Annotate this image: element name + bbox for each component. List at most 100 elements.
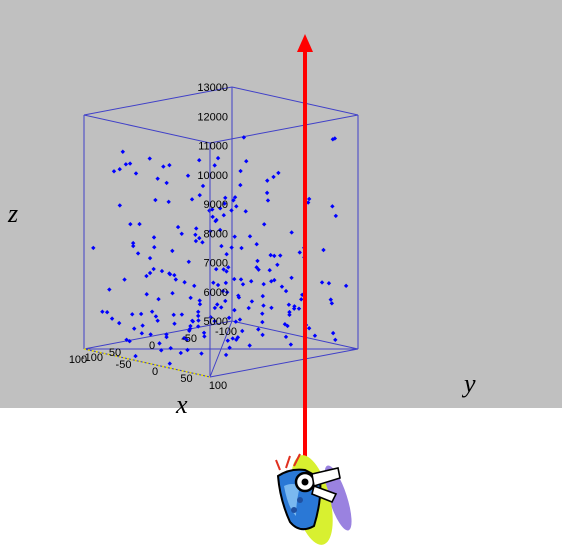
- data-point: [197, 235, 202, 241]
- data-point: [221, 213, 226, 218]
- box-edge: [83, 320, 233, 350]
- data-point: [278, 253, 283, 258]
- data-point: [153, 197, 158, 203]
- data-point: [217, 227, 223, 233]
- data-point: [117, 203, 123, 208]
- data-point: [226, 265, 231, 270]
- data-point: [155, 318, 160, 323]
- data-point: [330, 330, 336, 336]
- data-point: [122, 277, 127, 282]
- data-point: [217, 206, 223, 211]
- data-point: [230, 336, 235, 341]
- data-point: [181, 335, 187, 341]
- plot-background: [0, 0, 562, 408]
- data-point: [138, 311, 144, 317]
- data-point: [244, 159, 249, 164]
- data-point: [269, 305, 274, 310]
- y-tick-label: 50: [180, 373, 192, 385]
- data-point: [289, 275, 294, 280]
- data-point: [265, 178, 270, 183]
- data-point: [196, 324, 201, 329]
- data-point: [272, 277, 277, 283]
- data-point: [260, 332, 265, 338]
- data-point: [164, 180, 169, 186]
- data-point: [232, 276, 237, 282]
- data-point: [200, 183, 206, 189]
- box-edge: [83, 114, 211, 144]
- data-point: [234, 337, 239, 342]
- data-point: [306, 326, 312, 331]
- data-point: [153, 314, 159, 319]
- data-point: [170, 291, 175, 296]
- data-point: [254, 265, 259, 270]
- data-point: [179, 231, 184, 237]
- data-point: [291, 306, 297, 311]
- data-point: [196, 309, 201, 315]
- data-point: [305, 200, 311, 205]
- data-point: [249, 299, 255, 304]
- data-point: [286, 302, 292, 307]
- data-point: [247, 234, 253, 239]
- y-tick-label: -50: [116, 359, 132, 371]
- data-point: [275, 262, 280, 268]
- y-tick-label: -100: [81, 352, 103, 364]
- data-point: [159, 268, 165, 274]
- x-tick-label: -50: [181, 333, 197, 345]
- data-point: [185, 173, 191, 178]
- data-point: [223, 195, 228, 201]
- data-point: [224, 290, 230, 295]
- data-point: [260, 311, 265, 316]
- data-point: [220, 288, 226, 294]
- data-point: [200, 240, 205, 245]
- box-edge: [209, 348, 359, 378]
- data-point: [172, 321, 177, 326]
- data-point: [306, 196, 312, 202]
- data-point: [202, 334, 207, 339]
- x-tick-label: 100: [69, 354, 87, 366]
- red-arrow: [297, 34, 313, 478]
- data-point: [235, 335, 241, 340]
- data-point: [343, 283, 349, 289]
- data-point: [164, 334, 169, 340]
- data-point: [232, 234, 237, 239]
- data-point: [326, 281, 332, 286]
- data-point: [215, 302, 220, 307]
- data-point: [148, 332, 153, 337]
- data-point: [226, 315, 232, 320]
- data-point: [267, 267, 272, 273]
- data-point: [167, 361, 172, 366]
- data-point: [229, 208, 234, 213]
- data-point: [144, 273, 149, 279]
- data-point: [268, 252, 273, 258]
- data-point: [219, 305, 224, 310]
- data-point: [161, 164, 166, 169]
- data-point: [238, 168, 243, 174]
- data-point: [234, 204, 239, 209]
- data-point: [283, 334, 289, 340]
- data-point: [222, 201, 227, 206]
- data-point: [233, 319, 238, 324]
- data-point: [330, 137, 336, 142]
- data-point: [133, 353, 138, 359]
- data-point: [319, 280, 325, 285]
- data-point: [197, 192, 202, 198]
- data-point: [184, 337, 190, 343]
- data-point: [261, 281, 266, 287]
- data-point: [167, 162, 172, 168]
- x-tick-label: 50: [109, 347, 121, 359]
- data-point: [279, 284, 285, 289]
- data-point: [196, 318, 201, 323]
- data-point: [214, 217, 219, 223]
- axes-box-front: [83, 114, 211, 378]
- data-point: [157, 341, 162, 346]
- data-point: [232, 307, 237, 313]
- data-point: [227, 345, 232, 350]
- data-point: [260, 319, 265, 325]
- y-tick-label: 100: [209, 380, 227, 392]
- data-point: [135, 251, 141, 256]
- data-point: [240, 328, 245, 334]
- x-axis-label: x: [175, 390, 188, 419]
- data-point: [312, 333, 318, 338]
- data-point: [196, 313, 201, 319]
- data-point: [117, 166, 122, 172]
